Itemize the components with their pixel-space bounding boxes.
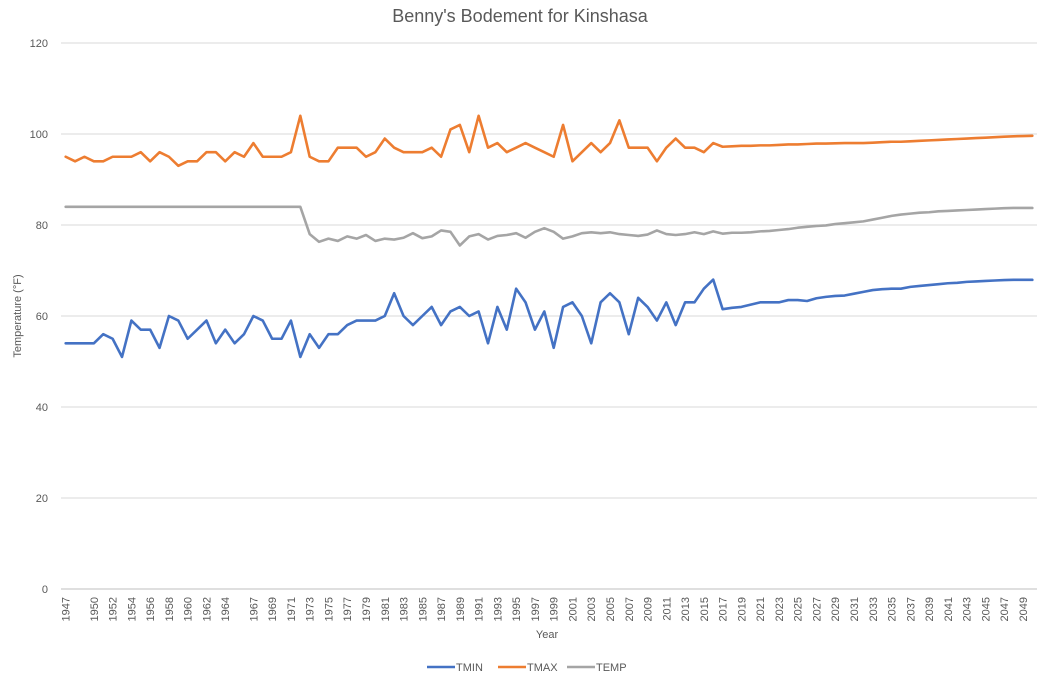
series-line-temp bbox=[64, 205, 1034, 247]
x-tick-label: 1952 bbox=[108, 597, 120, 621]
y-axis-ticks: 0 20 40 60 80 100 120 bbox=[30, 38, 48, 596]
y-axis-label: Temperature (°F) bbox=[12, 274, 24, 357]
x-tick-label: 1999 bbox=[549, 597, 561, 621]
x-tick-label: 1981 bbox=[380, 597, 392, 621]
x-tick-label: 2043 bbox=[962, 597, 974, 621]
x-tick-label: 2037 bbox=[905, 597, 917, 621]
series-lines bbox=[64, 114, 1034, 359]
x-tick-label: 2041 bbox=[943, 597, 955, 621]
legend-label-tmin: TMIN bbox=[456, 662, 483, 674]
legend-label-temp: TEMP bbox=[596, 662, 627, 674]
x-tick-label: 1947 bbox=[61, 597, 73, 621]
x-tick-label: 2033 bbox=[868, 597, 880, 621]
x-tick-label: 2025 bbox=[793, 597, 805, 621]
x-tick-label: 2011 bbox=[661, 597, 673, 621]
legend-label-tmax: TMAX bbox=[527, 662, 558, 674]
x-tick-label: 2001 bbox=[567, 597, 579, 621]
y-tick-label: 80 bbox=[36, 220, 48, 232]
legend: TMIN TMAX TEMP bbox=[427, 662, 627, 674]
x-tick-label: 2029 bbox=[830, 597, 842, 621]
y-tick-label: 60 bbox=[36, 311, 48, 323]
x-tick-label: 1971 bbox=[286, 597, 298, 621]
x-tick-label: 1960 bbox=[183, 597, 195, 621]
x-tick-label: 2031 bbox=[849, 597, 861, 621]
x-tick-label: 1987 bbox=[436, 597, 448, 621]
y-tick-label: 100 bbox=[30, 129, 48, 141]
x-tick-label: 1991 bbox=[474, 597, 486, 621]
x-tick-label: 1967 bbox=[248, 597, 260, 621]
x-tick-label: 2039 bbox=[924, 597, 936, 621]
x-tick-label: 2019 bbox=[736, 597, 748, 621]
x-tick-label: 1985 bbox=[417, 597, 429, 621]
series-line-tmax bbox=[64, 114, 1034, 168]
y-tick-label: 20 bbox=[36, 493, 48, 505]
y-tick-label: 40 bbox=[36, 402, 48, 414]
y-tick-label: 0 bbox=[42, 584, 48, 596]
x-tick-label: 1977 bbox=[342, 597, 354, 621]
x-tick-label: 1969 bbox=[267, 597, 279, 621]
x-tick-label: 2015 bbox=[699, 597, 711, 621]
x-tick-label: 1995 bbox=[511, 597, 523, 621]
x-tick-label: 1997 bbox=[530, 597, 542, 621]
x-tick-label: 2009 bbox=[643, 597, 655, 621]
x-tick-label: 2005 bbox=[605, 597, 617, 621]
x-tick-label: 1975 bbox=[323, 597, 335, 621]
x-tick-label: 1954 bbox=[126, 597, 138, 621]
x-tick-label: 1958 bbox=[164, 597, 176, 621]
x-tick-label: 1989 bbox=[455, 597, 467, 621]
series-line-tmin bbox=[64, 278, 1034, 359]
x-tick-label: 2007 bbox=[624, 597, 636, 621]
x-tick-label: 1950 bbox=[89, 597, 101, 621]
x-tick-label: 1964 bbox=[220, 597, 232, 621]
y-tick-label: 120 bbox=[30, 38, 48, 50]
x-axis-ticks: 1947 1950 1952 1954 1956 1958 1960 1962 1964 1967… bbox=[61, 597, 1030, 621]
x-tick-label: 2045 bbox=[980, 597, 992, 621]
gridlines bbox=[61, 42, 1037, 590]
x-tick-label: 2049 bbox=[1018, 597, 1030, 621]
x-tick-label: 2023 bbox=[774, 597, 786, 621]
x-tick-label: 1962 bbox=[201, 597, 213, 621]
x-tick-label: 2017 bbox=[718, 597, 730, 621]
x-tick-label: 1983 bbox=[399, 597, 411, 621]
x-tick-label: 2013 bbox=[680, 597, 692, 621]
x-axis-label: Year bbox=[536, 629, 559, 641]
x-tick-label: 2021 bbox=[755, 597, 767, 621]
x-tick-label: 2003 bbox=[586, 597, 598, 621]
x-tick-label: 2027 bbox=[811, 597, 823, 621]
x-tick-label: 1993 bbox=[492, 597, 504, 621]
x-tick-label: 1979 bbox=[361, 597, 373, 621]
x-tick-label: 2047 bbox=[999, 597, 1011, 621]
x-tick-label: 1973 bbox=[305, 597, 317, 621]
chart-title: Benny's Bodement for Kinshasa bbox=[392, 6, 649, 26]
x-tick-label: 1956 bbox=[145, 597, 157, 621]
x-tick-label: 2035 bbox=[887, 597, 899, 621]
